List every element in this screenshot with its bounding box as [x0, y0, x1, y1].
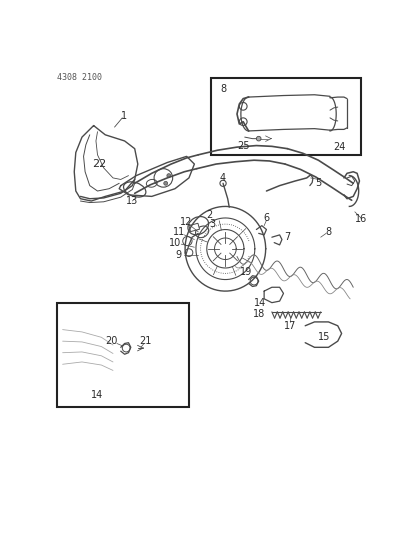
- Text: 14: 14: [91, 390, 104, 400]
- Text: 17: 17: [284, 321, 296, 331]
- Text: 4308 2100: 4308 2100: [57, 73, 102, 82]
- Circle shape: [256, 136, 261, 141]
- Text: 8: 8: [326, 227, 332, 237]
- Text: 24: 24: [333, 142, 346, 152]
- Text: 5: 5: [315, 179, 322, 188]
- Text: 8: 8: [220, 84, 226, 94]
- Text: 25: 25: [237, 141, 249, 151]
- Text: 22: 22: [92, 159, 106, 169]
- Text: 20: 20: [105, 336, 118, 346]
- Text: 11: 11: [173, 227, 185, 237]
- Text: 10: 10: [169, 238, 181, 248]
- Text: 9: 9: [176, 250, 182, 260]
- Text: 15: 15: [317, 332, 330, 342]
- Text: 12: 12: [180, 217, 193, 227]
- Bar: [211, 78, 361, 155]
- Text: 19: 19: [240, 267, 253, 277]
- Text: 6: 6: [264, 213, 270, 223]
- Text: 21: 21: [140, 336, 152, 346]
- Circle shape: [167, 174, 171, 177]
- Circle shape: [164, 181, 168, 185]
- Bar: [57, 303, 189, 407]
- Text: 7: 7: [284, 232, 290, 242]
- Text: 18: 18: [253, 309, 265, 319]
- Bar: [189, 223, 200, 232]
- Text: 16: 16: [355, 214, 367, 224]
- Text: 1: 1: [121, 110, 127, 120]
- Text: 3: 3: [209, 219, 215, 229]
- Text: 2: 2: [207, 210, 213, 220]
- Text: 13: 13: [126, 196, 138, 206]
- Text: 14: 14: [254, 297, 266, 308]
- Text: 4: 4: [220, 173, 226, 183]
